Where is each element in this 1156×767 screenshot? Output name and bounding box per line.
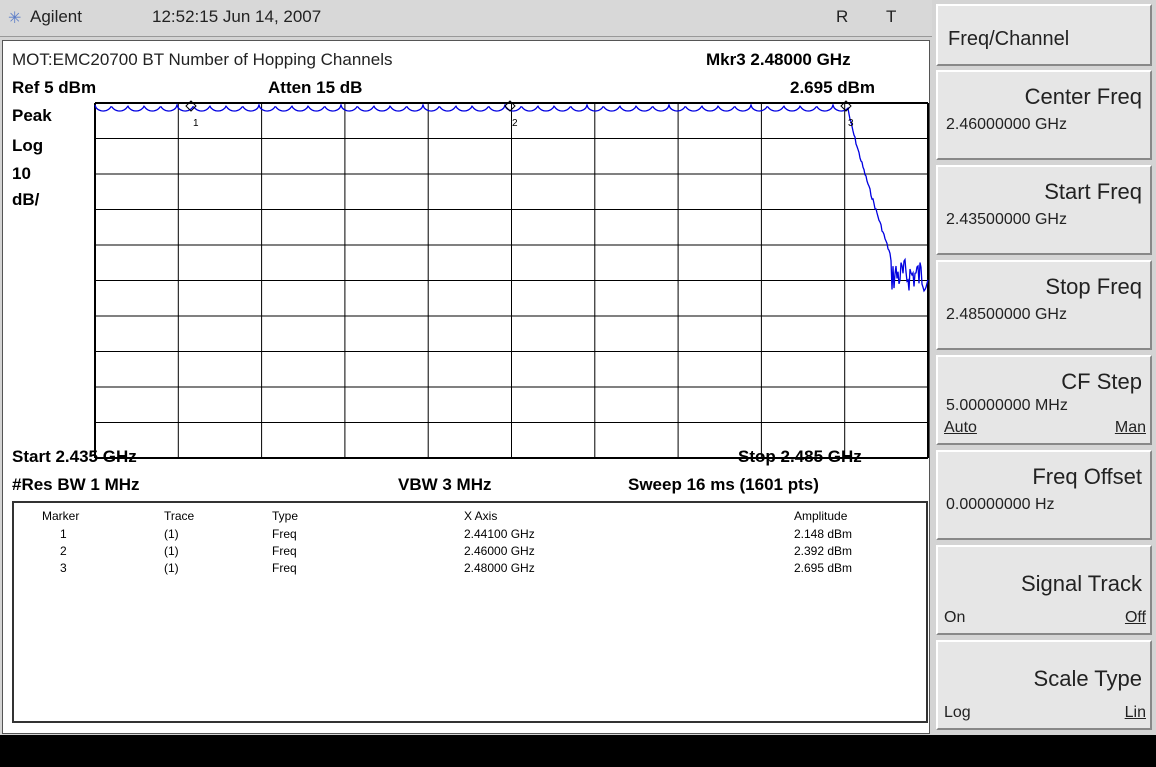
softkey[interactable]: Start Freq 2.43500000 GHz (936, 165, 1152, 255)
menu-title: Freq/Channel (948, 28, 1070, 50)
softkey-label: Freq Offset (1032, 464, 1142, 489)
header-bar (0, 0, 932, 37)
softkey-label: Stop Freq (1045, 274, 1142, 299)
indicator: R (836, 7, 849, 26)
table-cell: 3 (60, 561, 67, 575)
datetime: 12:52:15 Jun 14, 2007 (152, 7, 322, 26)
softkey-label: Center Freq (1024, 84, 1142, 109)
column-header: Amplitude (794, 509, 848, 523)
softkey-value: 2.43500000 GHz (946, 211, 1067, 228)
marker-diamond (504, 100, 516, 112)
column-header: Trace (164, 509, 195, 523)
softkey[interactable]: Center Freq 2.46000000 GHz (936, 70, 1152, 160)
ref-level: Ref 5 dBm (12, 78, 97, 97)
table-cell: 2.148 dBm (794, 527, 853, 541)
brand: Agilent (30, 7, 82, 26)
table-cell: Freq (272, 561, 297, 575)
softkey[interactable]: CF Step 5.00000000 MHz Auto Man (936, 355, 1152, 445)
table-cell: (1) (164, 561, 179, 575)
graticule: 1 2 3 (94, 100, 929, 459)
table-cell: (1) (164, 527, 179, 541)
status-bar (0, 735, 1156, 767)
indicator: T (886, 7, 897, 26)
table-cell: 2.695 dBm (794, 561, 853, 575)
softkey[interactable]: Signal Track On Off (936, 545, 1152, 635)
softkey[interactable]: Freq Offset 0.00000000 Hz (936, 450, 1152, 540)
marker-diamond (840, 100, 852, 112)
table-cell: 2 (60, 544, 67, 558)
softkey-option: Log (944, 704, 971, 721)
column-header: Type (272, 509, 299, 523)
table-cell: 1 (60, 527, 67, 541)
softkey-option: Off (1124, 609, 1146, 626)
scale-label: Peak (12, 106, 52, 125)
marker-table: Marker Trace Type X Axis Amplitude 1 (1) Freq 2.… (12, 501, 928, 723)
start-freq: Start 2.435 GHz (12, 447, 137, 466)
marker-diamond (185, 100, 197, 112)
marker-label: 3 (848, 118, 854, 129)
table-cell: Freq (272, 544, 297, 558)
scale-label: dB/ (12, 190, 40, 209)
column-header: Marker (42, 509, 80, 523)
marker-label: 1 (193, 118, 199, 129)
softkey[interactable]: Stop Freq 2.48500000 GHz (936, 260, 1152, 350)
logo: ✳ (8, 10, 22, 27)
column-header: X Axis (464, 509, 498, 523)
attenuation: Atten 15 dB (268, 78, 363, 97)
scale-label: 10 (12, 164, 31, 183)
softkey-value: 2.48500000 GHz (946, 306, 1067, 323)
table-cell: 2.48000 GHz (464, 561, 535, 575)
softkey-option: On (944, 609, 966, 626)
softkey[interactable]: Scale Type Log Lin (936, 640, 1152, 730)
vbw: VBW 3 MHz (398, 475, 492, 494)
marker-label: 2 (512, 118, 518, 129)
softkey-label: CF Step (1061, 369, 1142, 394)
table-cell: 2.392 dBm (794, 544, 853, 558)
stop-freq: Stop 2.485 GHz (738, 447, 862, 466)
softkey-label: Scale Type (1033, 666, 1142, 691)
scale-label: Log (12, 136, 44, 155)
softkey-value: 5.00000000 MHz (946, 397, 1068, 414)
table-cell: (1) (164, 544, 179, 558)
table-cell: Freq (272, 527, 297, 541)
trace (94, 103, 929, 293)
table-cell: 2.46000 GHz (464, 544, 535, 558)
marker-amplitude: 2.695 dBm (790, 78, 876, 97)
softkey-option: Lin (1124, 704, 1146, 721)
softkey-label: Signal Track (1020, 571, 1142, 596)
res-bw: #Res BW 1 MHz (12, 475, 140, 494)
softkey-value: 2.46000000 GHz (946, 116, 1067, 133)
softkey-option: Man (1114, 419, 1146, 436)
display-title: MOT:EMC20700 BT Number of Hopping Channe… (12, 50, 393, 69)
menu-title-box: Freq/Channel (936, 4, 1152, 66)
softkey-label: Start Freq (1044, 179, 1142, 204)
softkey-value: 0.00000000 Hz (946, 496, 1055, 513)
softkey-option: Auto (944, 419, 977, 436)
sweep: Sweep 16 ms (1601 pts) (628, 475, 819, 494)
table-cell: 2.44100 GHz (464, 527, 535, 541)
marker-readout: Mkr3 2.48000 GHz (706, 50, 851, 69)
